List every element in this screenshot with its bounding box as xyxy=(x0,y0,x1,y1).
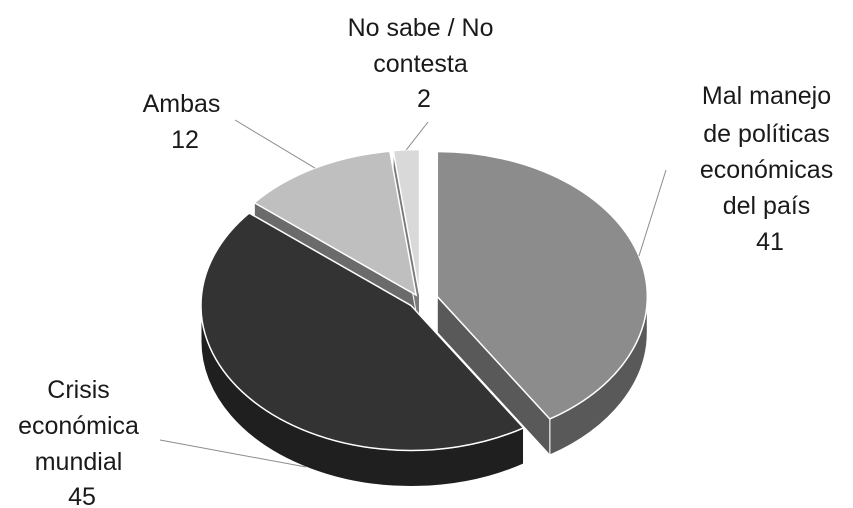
label-crisis-line-2: económica xyxy=(18,412,139,440)
leader-line-ambas xyxy=(234,119,316,169)
label-crisis: Crisis económica mundial 45 xyxy=(18,376,146,508)
label-mal-manejo-line-2: de políticas xyxy=(703,120,829,148)
label-no-sabe-line-1: No sabe / No xyxy=(348,14,494,42)
slice-ambas xyxy=(253,150,418,297)
label-mal-manejo: Mal manejo de políticas económicas del p… xyxy=(700,82,840,256)
label-ambas: Ambas 12 xyxy=(143,90,228,154)
value-no-sabe: 2 xyxy=(417,85,431,113)
pie-tops xyxy=(200,148,648,452)
leader-line-no-sabe xyxy=(405,121,429,151)
label-mal-manejo-line-3: económicas xyxy=(700,156,833,184)
leader-line-mal-manejo xyxy=(638,169,667,257)
label-no-sabe: No sabe / No contesta 2 xyxy=(348,14,501,113)
label-crisis-line-1: Crisis xyxy=(47,376,110,404)
leader-line-crisis xyxy=(159,439,307,468)
leader-lines xyxy=(159,119,667,468)
value-mal-manejo: 41 xyxy=(756,228,784,256)
label-ambas-line-1: Ambas xyxy=(143,90,221,118)
label-mal-manejo-line-4: del país xyxy=(723,192,811,220)
slice-crisis xyxy=(200,212,525,452)
label-mal-manejo-line-1: Mal manejo xyxy=(702,82,831,110)
slice-no-sabe xyxy=(392,148,421,295)
label-crisis-line-3: mundial xyxy=(35,448,123,476)
label-no-sabe-line-2: contesta xyxy=(373,50,468,78)
value-ambas: 12 xyxy=(171,126,199,154)
value-crisis: 45 xyxy=(68,483,96,508)
slice-mal-manejo xyxy=(436,150,648,420)
